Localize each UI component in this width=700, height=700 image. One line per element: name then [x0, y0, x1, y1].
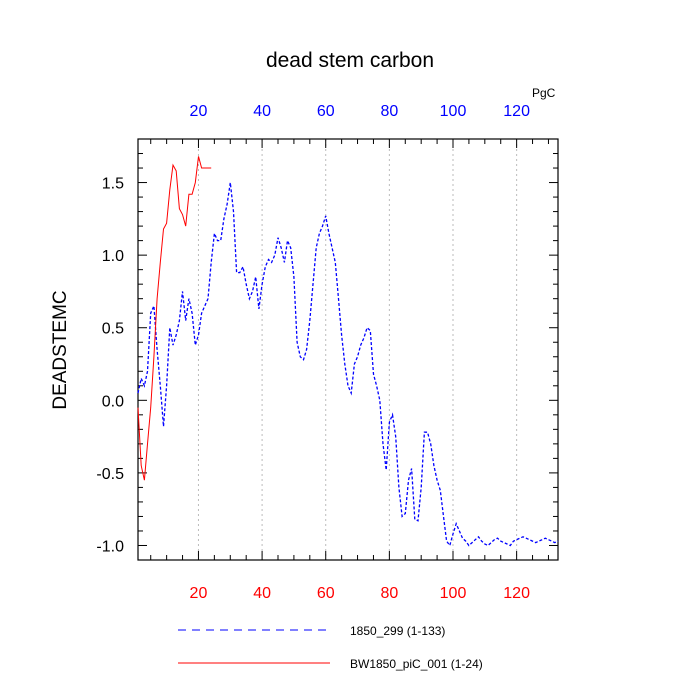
y-tick-label: -0.5 [96, 466, 124, 483]
y-tick-label: -1.0 [96, 538, 124, 555]
legend: 1850_299 (1-133) BW1850_piC_001 (1-24) [178, 624, 483, 671]
x-tick-label-top: 20 [190, 103, 208, 120]
x-tick-label-top: 40 [253, 103, 271, 120]
y-tick-label: 0.0 [102, 393, 124, 410]
legend-label-0: 1850_299 (1-133) [350, 624, 445, 638]
y-tick-label: 1.5 [102, 176, 124, 193]
series-line-0 [137, 182, 559, 547]
y-tick-label: 0.5 [102, 321, 124, 338]
x-tick-label-bottom: 20 [190, 585, 208, 602]
axes-layer: 20 20 40 40 60 60 80 80 100 100 120 120 1.5 1.0 0.5 0.0… [96, 103, 559, 602]
x-tick-label-bottom: 80 [380, 585, 398, 602]
x-tick-label-top: 120 [503, 103, 530, 120]
x-tick-label-bottom: 60 [317, 585, 335, 602]
grid-layer [197, 139, 518, 560]
x-tick-label-top: 80 [380, 103, 398, 120]
y-tick-label: 1.0 [102, 248, 124, 265]
series-layer [137, 156, 559, 547]
x-tick-label-bottom: 100 [440, 585, 467, 602]
x-tick-label-bottom: 40 [253, 585, 271, 602]
legend-label-1: BW1850_piC_001 (1-24) [350, 657, 483, 671]
plot-frame [137, 138, 559, 561]
chart-title: dead stem carbon [266, 49, 434, 72]
x-tick-label-bottom: 120 [503, 585, 530, 602]
x-tick-label-top: 100 [440, 103, 467, 120]
x-tick-label-top: 60 [317, 103, 335, 120]
series-line-1 [137, 156, 212, 481]
y-axis-label: DEADSTEMC [50, 290, 71, 409]
top-axis-units-label: PgC [532, 86, 556, 100]
